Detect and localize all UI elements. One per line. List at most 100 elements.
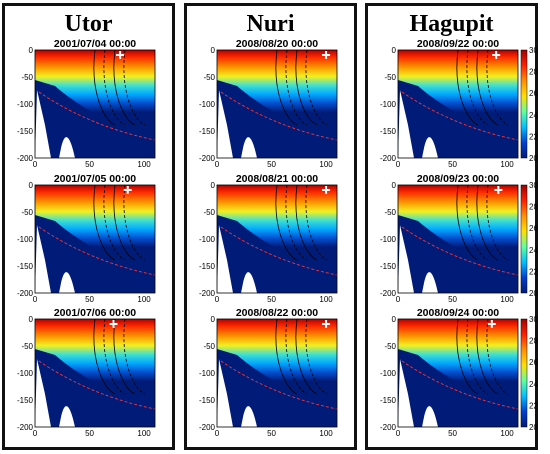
y-tick-label: -150 bbox=[380, 396, 397, 405]
contour-line bbox=[275, 50, 298, 126]
topography bbox=[35, 90, 75, 158]
warm-layer bbox=[35, 50, 155, 139]
contour-line bbox=[275, 185, 298, 261]
topography bbox=[398, 225, 438, 293]
y-tick-label: -50 bbox=[203, 73, 215, 82]
y-tick-label: -50 bbox=[203, 208, 215, 217]
y-tick-label: -150 bbox=[380, 262, 397, 271]
x-tick-label: 50 bbox=[267, 429, 276, 438]
y-tick-label: 0 bbox=[29, 315, 34, 324]
x-tick-label: 50 bbox=[448, 160, 457, 169]
plot-frame bbox=[216, 184, 338, 294]
colorbar-tick-label: 20 bbox=[529, 154, 538, 163]
contour-line bbox=[285, 50, 308, 126]
contour-line bbox=[476, 185, 499, 261]
panel-field bbox=[217, 185, 337, 293]
x-tick-label: 0 bbox=[33, 429, 38, 438]
colorbar-tick-label: 22 bbox=[529, 132, 538, 141]
column-nuri: Nuri 2008/08/20 00:00 0 -50 -100 -150 -200 0 50 1… bbox=[184, 3, 357, 450]
warm-layer bbox=[35, 319, 155, 408]
y-tick-label: -200 bbox=[380, 423, 397, 432]
column-utor: Utor 2001/07/04 00:00 0 -50 -100 -150 -200 0 50 1… bbox=[2, 3, 175, 450]
column-title: Utor bbox=[64, 11, 113, 37]
x-tick-label: 0 bbox=[33, 295, 38, 304]
topography bbox=[35, 359, 75, 427]
x-tick-label: 100 bbox=[137, 429, 151, 438]
x-tick-label: 50 bbox=[267, 295, 276, 304]
y-tick-label: -100 bbox=[380, 100, 397, 109]
x-tick-label: 50 bbox=[85, 160, 94, 169]
typhoon-position-marker bbox=[109, 320, 118, 328]
contour-line bbox=[456, 50, 479, 126]
contour-line bbox=[295, 50, 318, 126]
contour-line bbox=[285, 185, 308, 261]
contour-line bbox=[305, 319, 328, 395]
x-tick-label: 0 bbox=[215, 160, 220, 169]
y-tick-label: -150 bbox=[17, 396, 34, 405]
x-tick-label: 100 bbox=[500, 295, 514, 304]
panel-field bbox=[398, 50, 518, 158]
contour-line bbox=[466, 319, 489, 395]
y-tick-label: -200 bbox=[17, 423, 34, 432]
typhoon-position-marker bbox=[123, 186, 132, 194]
colorbar-tick-label: 30 bbox=[529, 181, 538, 190]
typhoon-position-marker bbox=[322, 320, 331, 328]
column-title: Hagupit bbox=[409, 11, 494, 37]
y-tick-label: -200 bbox=[380, 154, 397, 163]
y-tick-label: 0 bbox=[29, 181, 34, 190]
panel-field bbox=[217, 50, 337, 158]
contour-line bbox=[123, 185, 146, 261]
contour-line bbox=[295, 319, 318, 395]
warm-layer bbox=[217, 50, 337, 139]
mixed-layer-contour bbox=[220, 360, 337, 410]
x-tick-label: 50 bbox=[85, 429, 94, 438]
mixed-layer-contour bbox=[220, 91, 337, 141]
panel-field bbox=[398, 185, 518, 293]
contour-line bbox=[486, 185, 509, 261]
y-tick-label: 0 bbox=[392, 181, 397, 190]
panel-field bbox=[35, 185, 155, 293]
x-tick-label: 50 bbox=[448, 295, 457, 304]
contour-line bbox=[113, 319, 136, 395]
x-tick-label: 100 bbox=[500, 160, 514, 169]
contour-line bbox=[466, 185, 489, 261]
contour-line bbox=[93, 50, 116, 126]
contour-line bbox=[103, 185, 126, 261]
contour-line bbox=[456, 319, 479, 395]
typhoon-position-marker bbox=[116, 51, 125, 59]
colorbar-tick-label: 28 bbox=[529, 68, 538, 77]
x-tick-label: 100 bbox=[137, 160, 151, 169]
column-title: Nuri bbox=[246, 11, 295, 37]
mixed-layer-contour bbox=[38, 226, 155, 276]
panel-title: 2001/07/04 00:00 bbox=[54, 38, 136, 50]
x-tick-label: 100 bbox=[137, 295, 151, 304]
y-tick-label: -150 bbox=[199, 396, 216, 405]
topography bbox=[398, 359, 438, 427]
x-tick-label: 50 bbox=[85, 295, 94, 304]
colorbar-tick-label: 26 bbox=[529, 89, 538, 98]
x-tick-label: 0 bbox=[215, 295, 220, 304]
x-tick-label: 50 bbox=[448, 429, 457, 438]
colorbar-tick-label: 26 bbox=[529, 358, 538, 367]
contour-line bbox=[275, 319, 298, 395]
colorbar-tick-label: 28 bbox=[529, 203, 538, 212]
mixed-layer-contour bbox=[401, 226, 518, 276]
colorbar-tick-label: 20 bbox=[529, 289, 538, 298]
y-tick-label: -100 bbox=[17, 100, 34, 109]
plot-frame bbox=[397, 184, 519, 294]
typhoon-position-marker bbox=[494, 186, 503, 194]
contour-line bbox=[93, 319, 116, 395]
mixed-layer-contour bbox=[38, 91, 155, 141]
topography bbox=[35, 225, 75, 293]
x-tick-label: 50 bbox=[267, 160, 276, 169]
plot-frame bbox=[397, 318, 519, 428]
colorbar bbox=[520, 318, 528, 428]
x-tick-label: 0 bbox=[396, 160, 401, 169]
contour-line bbox=[486, 319, 509, 395]
contour-line bbox=[93, 185, 116, 261]
panel-title: 2008/08/20 00:00 bbox=[236, 38, 318, 50]
contour-line bbox=[113, 185, 136, 261]
